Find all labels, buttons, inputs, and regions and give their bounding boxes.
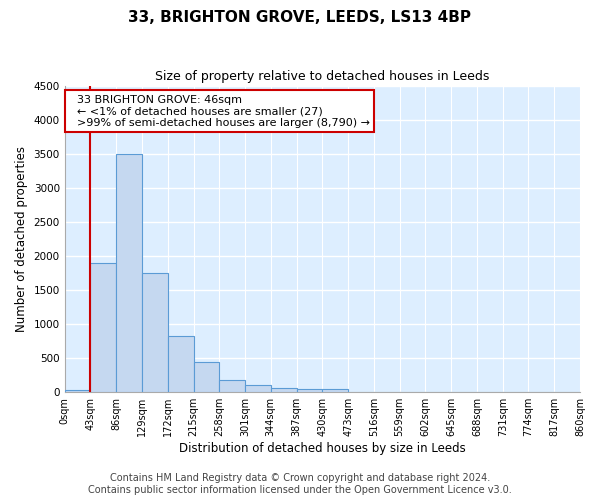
Bar — [193, 362, 219, 392]
Title: Size of property relative to detached houses in Leeds: Size of property relative to detached ho… — [155, 70, 490, 83]
Bar — [168, 336, 193, 392]
Bar — [116, 154, 142, 392]
Bar — [91, 262, 116, 392]
X-axis label: Distribution of detached houses by size in Leeds: Distribution of detached houses by size … — [179, 442, 466, 455]
Bar — [245, 386, 271, 392]
Bar — [142, 273, 168, 392]
Text: 33, BRIGHTON GROVE, LEEDS, LS13 4BP: 33, BRIGHTON GROVE, LEEDS, LS13 4BP — [128, 10, 472, 25]
Bar — [271, 388, 296, 392]
Bar — [296, 389, 322, 392]
Bar — [65, 390, 91, 392]
Bar — [219, 380, 245, 392]
Text: Contains HM Land Registry data © Crown copyright and database right 2024.
Contai: Contains HM Land Registry data © Crown c… — [88, 474, 512, 495]
Bar — [322, 390, 348, 392]
Y-axis label: Number of detached properties: Number of detached properties — [15, 146, 28, 332]
Text: 33 BRIGHTON GROVE: 46sqm
  ← <1% of detached houses are smaller (27)
  >99% of s: 33 BRIGHTON GROVE: 46sqm ← <1% of detach… — [70, 95, 370, 128]
